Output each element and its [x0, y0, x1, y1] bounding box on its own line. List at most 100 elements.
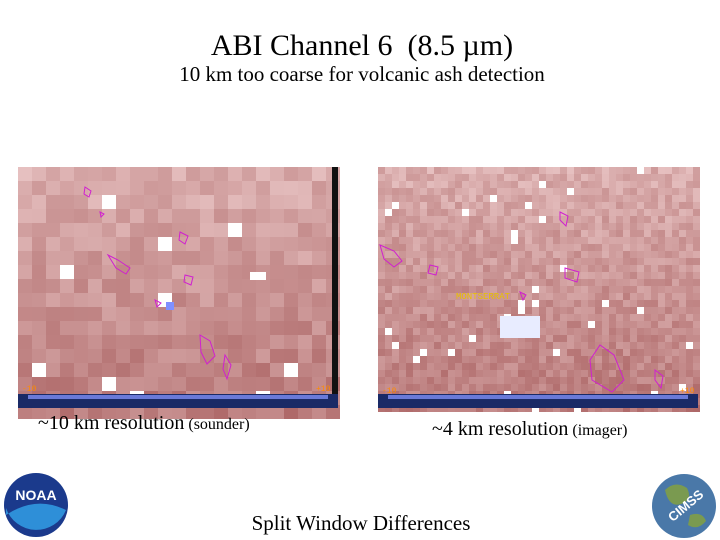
pixel [560, 265, 567, 272]
pixel [525, 349, 532, 356]
pixel [616, 279, 623, 286]
pixel [532, 188, 539, 195]
pixel [284, 349, 298, 363]
pixel [448, 230, 455, 237]
pixel [672, 384, 679, 391]
pixel [630, 328, 637, 335]
pixel [609, 321, 616, 328]
pixel [200, 321, 214, 335]
pixel [651, 335, 658, 342]
pixel [623, 300, 630, 307]
pixel [483, 216, 490, 223]
pixel [172, 181, 186, 195]
pixel [637, 307, 644, 314]
pixel [392, 349, 399, 356]
pixel [644, 370, 651, 377]
pixel [630, 335, 637, 342]
pixel [658, 377, 665, 384]
pixel [434, 223, 441, 230]
pixel [658, 202, 665, 209]
pixel [588, 286, 595, 293]
pixel [679, 195, 686, 202]
pixel [560, 363, 567, 370]
pixel [406, 195, 413, 202]
pixel [693, 174, 700, 181]
pixel [158, 167, 172, 181]
pixel [546, 265, 553, 272]
pixel [441, 300, 448, 307]
pixel [455, 279, 462, 286]
pixel [539, 342, 546, 349]
pixel [18, 251, 32, 265]
pixel [539, 244, 546, 251]
pixel [623, 370, 630, 377]
scale-min: -10 [382, 387, 397, 396]
pixel [539, 328, 546, 335]
pixel [200, 167, 214, 181]
pixel [46, 181, 60, 195]
pixel [130, 195, 144, 209]
pixel [581, 342, 588, 349]
pixel [616, 307, 623, 314]
pixel [413, 321, 420, 328]
pixel [406, 230, 413, 237]
pixel [469, 307, 476, 314]
pixel [574, 405, 581, 412]
pixel [420, 202, 427, 209]
pixel [651, 188, 658, 195]
pixel [567, 209, 574, 216]
pixel [312, 349, 326, 363]
pixel [256, 209, 270, 223]
pixel [567, 237, 574, 244]
pixel [567, 188, 574, 195]
pixel [623, 286, 630, 293]
pixel [74, 237, 88, 251]
pixel [434, 321, 441, 328]
pixel [567, 307, 574, 314]
pixel [130, 405, 144, 419]
pixel [284, 251, 298, 265]
pixel [490, 202, 497, 209]
pixel [595, 349, 602, 356]
pixel [18, 377, 32, 391]
pixel [651, 265, 658, 272]
pixel [448, 202, 455, 209]
pixel [434, 293, 441, 300]
pixel [200, 349, 214, 363]
pixel [256, 251, 270, 265]
pixel [172, 237, 186, 251]
pixel [546, 209, 553, 216]
pixel [448, 216, 455, 223]
pixel [539, 349, 546, 356]
pixel [441, 237, 448, 244]
pixel [588, 258, 595, 265]
pixel [427, 167, 434, 174]
pixel [588, 188, 595, 195]
pixel [74, 377, 88, 391]
pixel [567, 279, 574, 286]
pixel [623, 377, 630, 384]
pixel [32, 181, 46, 195]
pixel [392, 272, 399, 279]
pixel [312, 223, 326, 237]
pixel [637, 265, 644, 272]
pixel [399, 321, 406, 328]
pixel [46, 363, 60, 377]
pixel [186, 335, 200, 349]
pixel [553, 363, 560, 370]
pixel [413, 293, 420, 300]
pixel [532, 363, 539, 370]
pixel [518, 223, 525, 230]
pixel [497, 237, 504, 244]
pixel [462, 258, 469, 265]
pixel [434, 209, 441, 216]
pixel [595, 307, 602, 314]
pixel [644, 202, 651, 209]
pixel [399, 174, 406, 181]
pixel [476, 384, 483, 391]
pixel [672, 230, 679, 237]
pixel [378, 363, 385, 370]
pixel [298, 237, 312, 251]
pixel [560, 209, 567, 216]
pixel [144, 349, 158, 363]
